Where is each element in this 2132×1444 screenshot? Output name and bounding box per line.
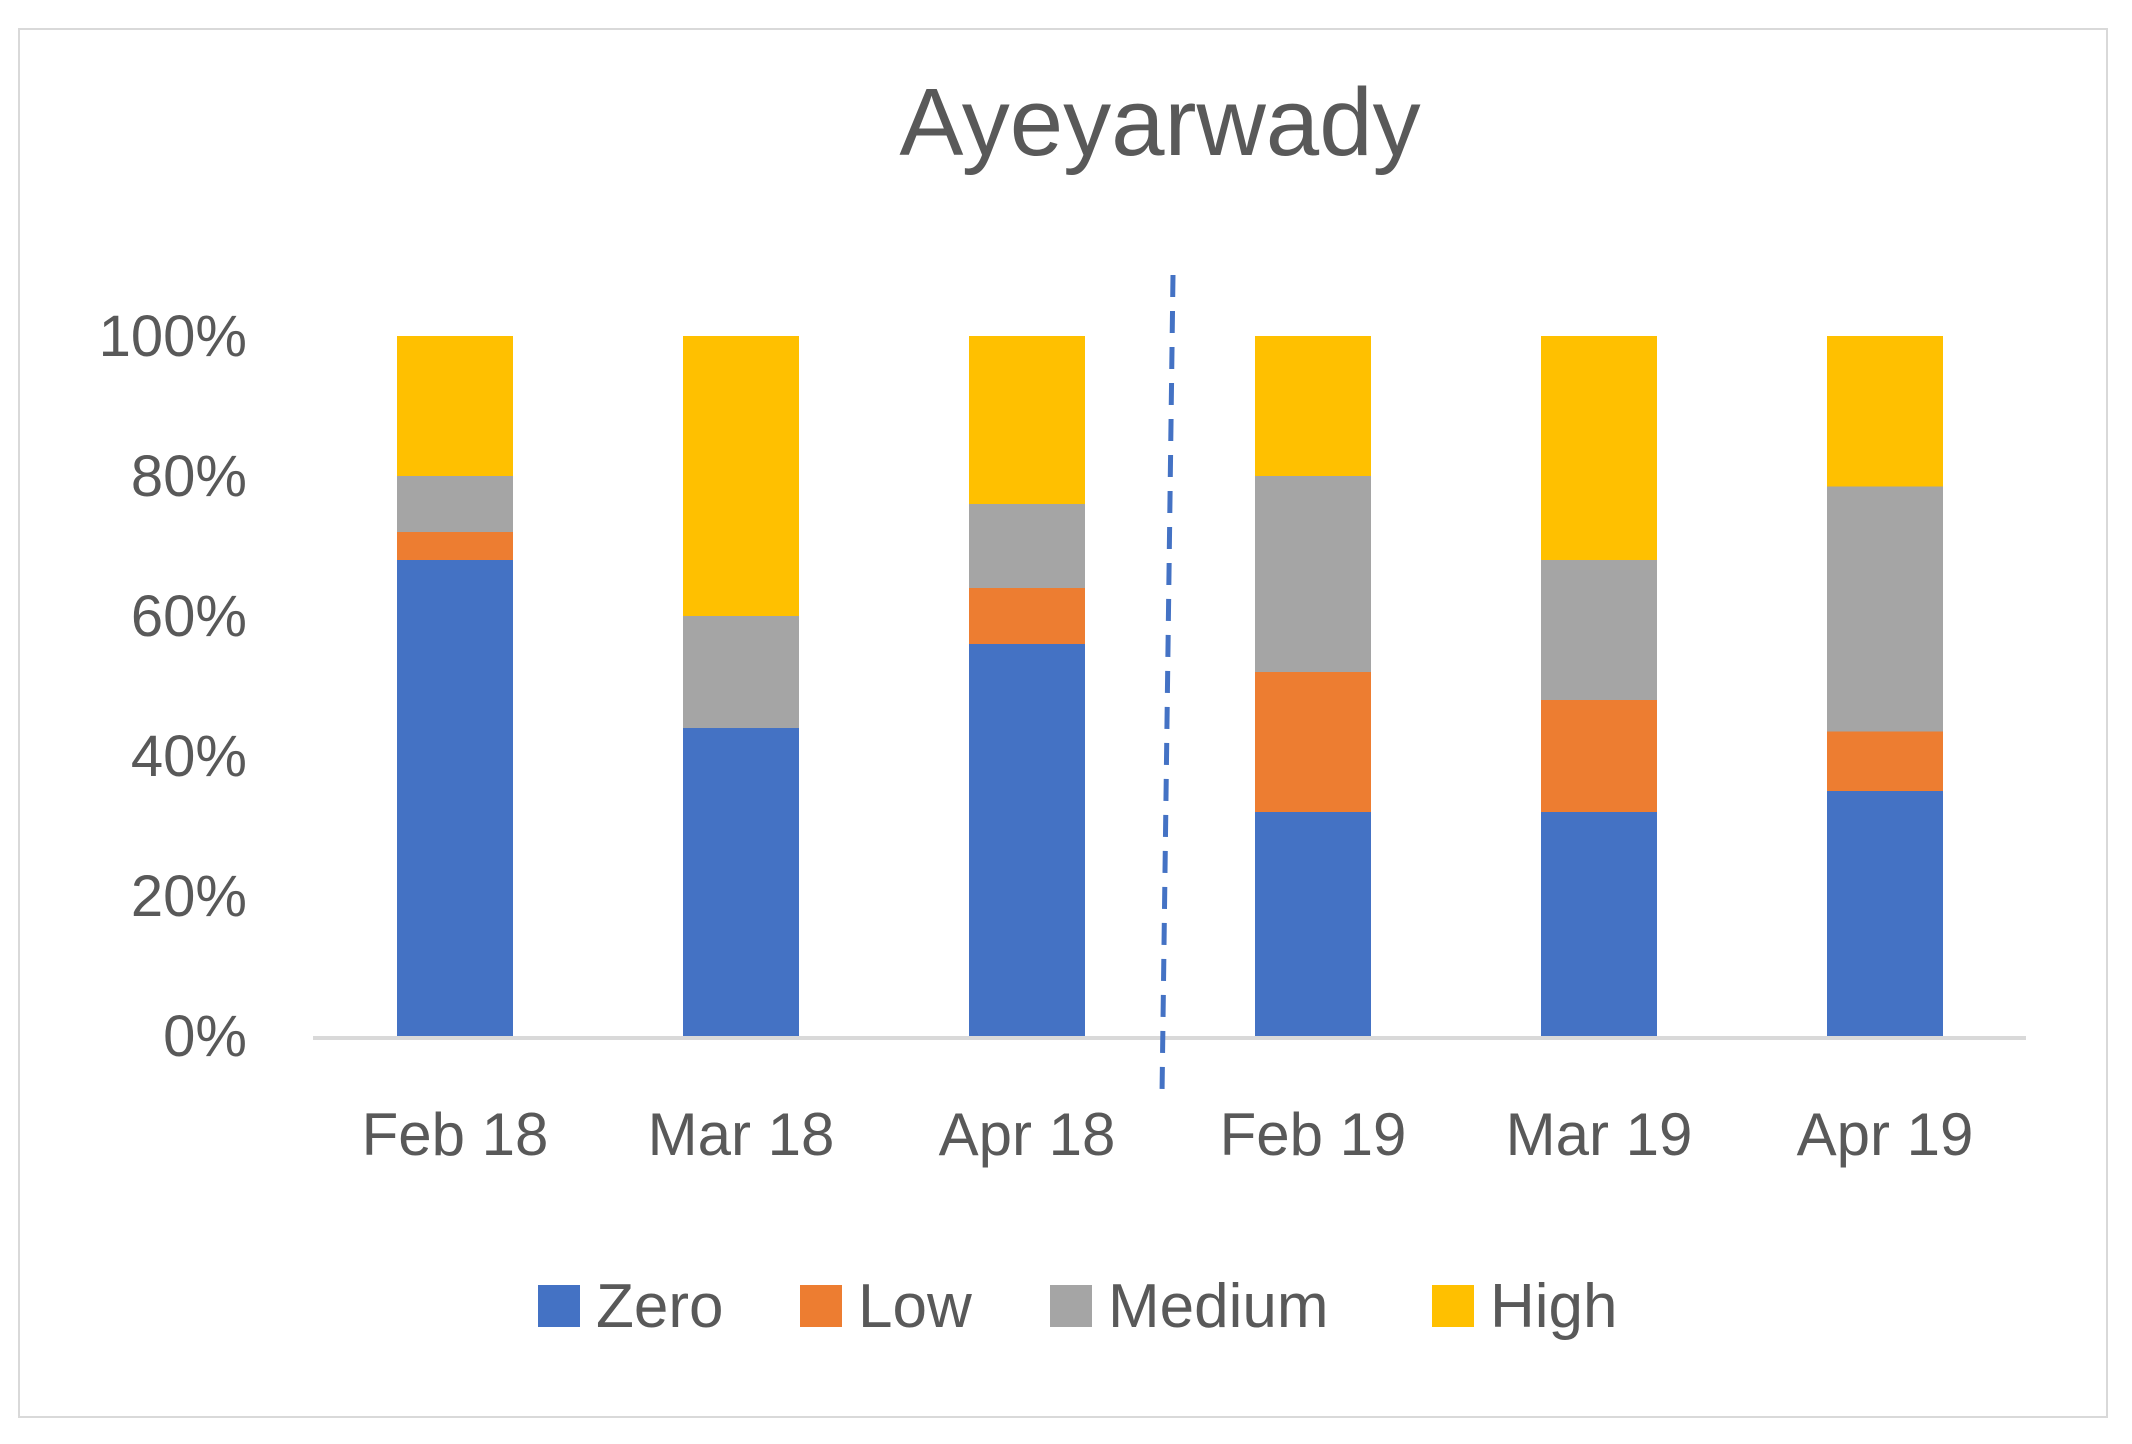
legend-label-zero: Zero bbox=[596, 1272, 723, 1341]
x-tick-label: Feb 18 bbox=[362, 1101, 549, 1168]
bar-segment-zero bbox=[969, 644, 1085, 1036]
bar-segment-high bbox=[1827, 336, 1943, 487]
y-tick-label: 80% bbox=[131, 444, 247, 509]
bar-segment-high bbox=[969, 336, 1085, 504]
bar-segment-high bbox=[1255, 336, 1371, 476]
bar-segment-zero bbox=[397, 560, 513, 1036]
bar-segment-zero bbox=[1827, 791, 1943, 1036]
bar-segment-low bbox=[1827, 731, 1943, 791]
bar-segment-medium bbox=[1541, 560, 1657, 700]
legend-swatch-zero bbox=[538, 1285, 580, 1327]
chart-title: Ayeyarwady bbox=[899, 69, 1420, 176]
bar-segment-zero bbox=[1541, 812, 1657, 1036]
bar-segment-low bbox=[397, 532, 513, 560]
legend-swatch-low bbox=[800, 1285, 842, 1327]
y-axis-ticks: 0% 20% 40% 60% 80% 100% bbox=[99, 304, 247, 1069]
y-tick-label: 0% bbox=[163, 1004, 247, 1069]
period-divider-line bbox=[1159, 274, 1176, 1096]
bar-segment-medium bbox=[969, 504, 1085, 588]
x-tick-label: Mar 18 bbox=[648, 1101, 835, 1168]
bar-segment-low bbox=[1541, 700, 1657, 812]
bar-segment-low bbox=[969, 588, 1085, 644]
legend-swatch-medium bbox=[1050, 1285, 1092, 1327]
y-tick-label: 60% bbox=[131, 584, 247, 649]
bar-segment-high bbox=[397, 336, 513, 476]
bar-segment-high bbox=[1541, 336, 1657, 560]
bar-segment-medium bbox=[1255, 476, 1371, 672]
x-tick-label: Apr 19 bbox=[1797, 1101, 1974, 1168]
legend-label-high: High bbox=[1490, 1272, 1618, 1341]
y-tick-label: 20% bbox=[131, 864, 247, 929]
y-tick-label: 40% bbox=[131, 724, 247, 789]
x-tick-label: Feb 19 bbox=[1220, 1101, 1407, 1168]
x-axis-labels: Feb 18 Mar 18 Apr 18 Feb 19 Mar 19 Apr 19 bbox=[362, 1101, 1974, 1168]
legend: Zero Low Medium High bbox=[538, 1272, 1618, 1341]
legend-swatch-high bbox=[1432, 1285, 1474, 1327]
bar-segment-medium bbox=[1827, 486, 1943, 732]
bar-segment-low bbox=[1255, 672, 1371, 812]
bar-segment-medium bbox=[683, 616, 799, 728]
x-tick-label: Mar 19 bbox=[1506, 1101, 1693, 1168]
bar-segment-zero bbox=[1255, 812, 1371, 1036]
bar-segment-medium bbox=[397, 476, 513, 532]
bar-segment-zero bbox=[683, 728, 799, 1036]
legend-label-medium: Medium bbox=[1108, 1272, 1329, 1341]
y-tick-label: 100% bbox=[99, 304, 247, 369]
bar-segment-high bbox=[683, 336, 799, 616]
x-tick-label: Apr 18 bbox=[939, 1101, 1116, 1168]
bars bbox=[397, 336, 1943, 1036]
legend-label-low: Low bbox=[858, 1272, 972, 1341]
